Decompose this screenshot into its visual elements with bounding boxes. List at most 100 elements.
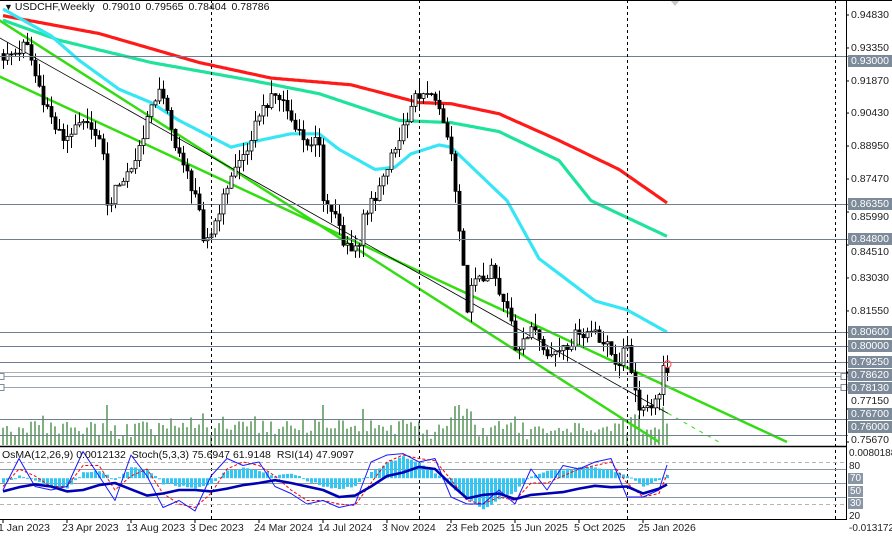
candle [565, 343, 570, 362]
candle [369, 191, 374, 222]
time-tick-label: 24 Mar 2024 [254, 522, 313, 534]
candle-body [245, 150, 250, 155]
osma-bar [10, 478, 13, 481]
osma-bar [358, 478, 361, 482]
candle-body [189, 170, 194, 192]
candle [365, 210, 370, 226]
osma-bar [318, 478, 321, 486]
osma-bar [26, 477, 29, 479]
price-tick-label: 0.90430 [851, 107, 889, 120]
osma-bar [506, 478, 509, 495]
osma-bar [530, 476, 533, 479]
candle-body [137, 145, 142, 161]
osma-bar [250, 469, 253, 479]
osma-bar [338, 478, 341, 490]
osma-bar [190, 478, 193, 488]
candle [289, 99, 294, 123]
candle [197, 186, 202, 212]
osma-bar [222, 472, 225, 479]
candle [41, 74, 46, 113]
price-level-label: 0.84800 [848, 232, 892, 245]
candle-body [37, 75, 42, 87]
candle-body [521, 338, 526, 350]
candle-body [9, 53, 14, 56]
candle [497, 266, 502, 297]
candle [489, 258, 494, 279]
candle-body [273, 93, 278, 96]
osma-bar [486, 478, 489, 508]
osma-bar [2, 478, 5, 483]
candle [393, 147, 398, 158]
candle-body [73, 124, 78, 135]
price-tick-label: 0.91870 [851, 74, 889, 87]
candle [137, 140, 142, 167]
candle [493, 263, 498, 287]
candle [561, 344, 566, 360]
candle-body [221, 193, 226, 215]
indicator-level-70: 70 [848, 473, 864, 484]
candle [373, 192, 378, 211]
osma-bar [110, 478, 113, 480]
candle-body [161, 88, 166, 99]
indicator-panel [0, 451, 846, 512]
candle-body [405, 121, 410, 126]
candle [33, 53, 38, 83]
indicator-level-30: 30 [848, 498, 864, 509]
candle-body [237, 159, 242, 168]
osma-bar [142, 469, 145, 479]
ohlc-close: 0.78786 [231, 1, 270, 13]
price-tick-label: 0.88950 [851, 140, 889, 153]
candle-body [229, 175, 234, 189]
osma-bar [438, 475, 441, 479]
candle [541, 336, 546, 355]
collapse-triangle-icon[interactable]: ▼ [4, 2, 13, 12]
osma-bar [426, 467, 429, 479]
candle [601, 331, 606, 352]
candle [613, 344, 618, 371]
candle [437, 90, 442, 115]
candle-body [413, 93, 418, 107]
candle-body [133, 160, 138, 170]
candle [381, 173, 386, 195]
candle [361, 209, 366, 257]
osma-bar [638, 478, 641, 483]
candle [181, 145, 186, 173]
osma-bar [518, 478, 521, 487]
indicator-axis-max: 0.0080188 [849, 448, 892, 459]
candle-body [517, 348, 522, 351]
candle [257, 113, 262, 126]
candle [309, 136, 314, 153]
osma-bar [94, 470, 97, 479]
osma-bar [102, 473, 105, 479]
candle-body [17, 52, 22, 55]
candle [25, 32, 30, 46]
candle [53, 112, 58, 135]
osma-bar [150, 473, 153, 479]
candle [333, 199, 338, 219]
osma-bar [34, 478, 37, 481]
osma-bar [130, 467, 133, 479]
candle-body [445, 122, 450, 138]
candle [441, 104, 446, 124]
candle [401, 113, 406, 145]
candle-body [305, 139, 310, 146]
candle [657, 392, 662, 411]
osma-bar [246, 468, 249, 479]
candle-body [545, 349, 550, 357]
candle [545, 347, 550, 360]
osma-bar [350, 478, 353, 488]
price-level-label: 0.80600 [848, 326, 892, 339]
osma-bar [302, 478, 305, 480]
candle-body [389, 152, 394, 170]
candle [525, 336, 530, 340]
indicator-level-50: 50 [848, 485, 864, 497]
candle-body [537, 329, 542, 340]
candle-body [141, 138, 146, 146]
osma-bar [162, 478, 165, 485]
candle [389, 149, 394, 173]
candle [481, 262, 486, 283]
candle-body [609, 341, 614, 355]
candle-body [13, 52, 18, 55]
candle-body [201, 209, 206, 242]
